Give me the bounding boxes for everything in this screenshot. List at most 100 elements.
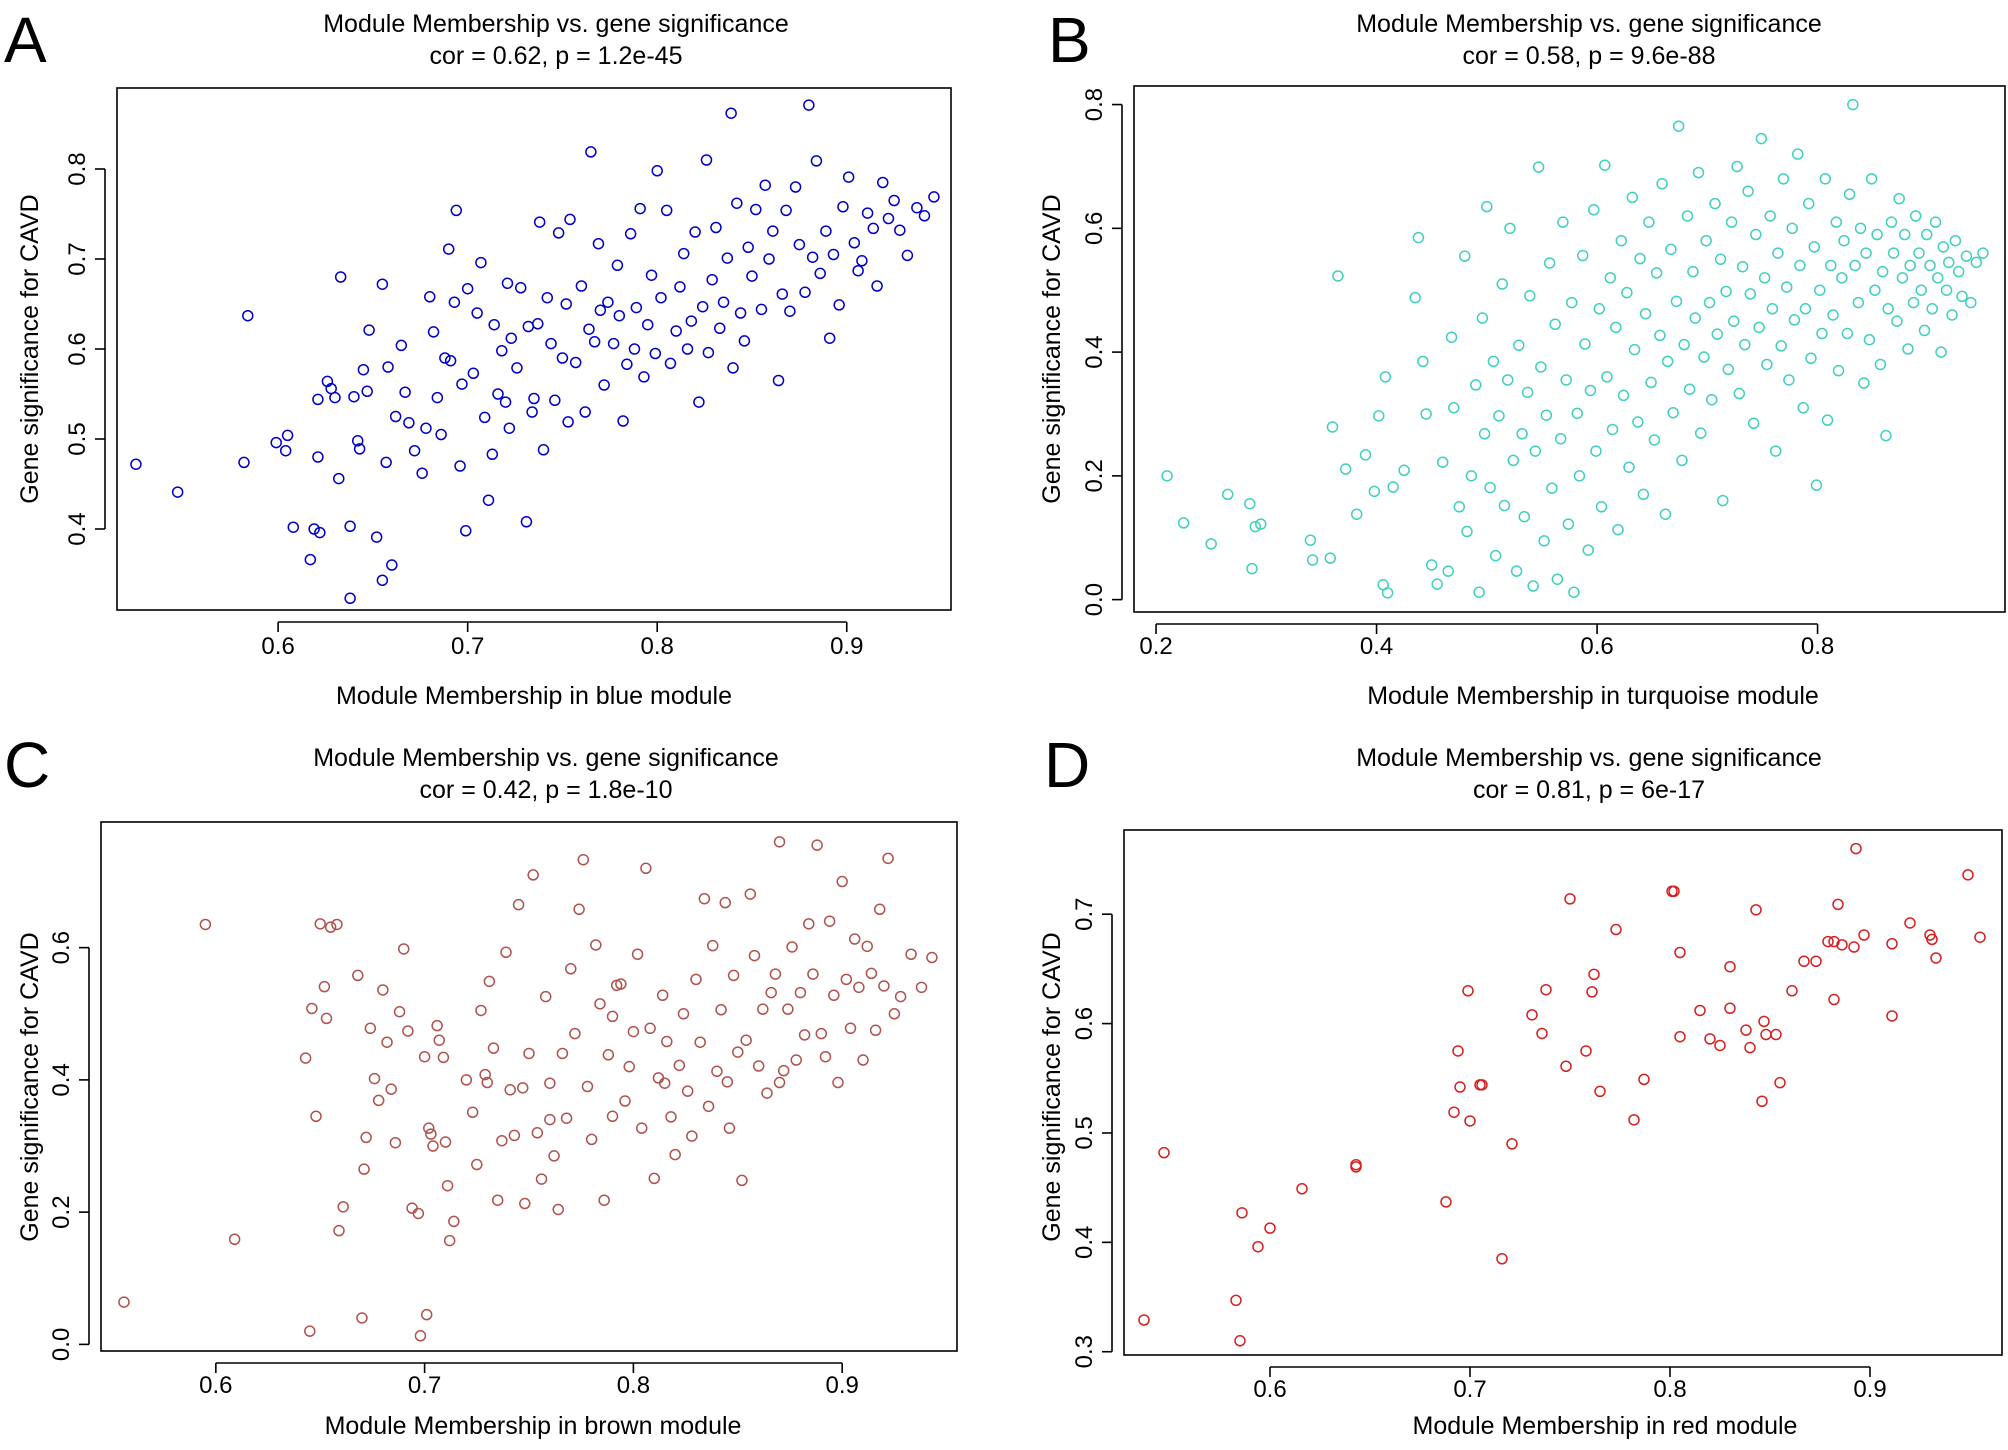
data-point: [1694, 1004, 1706, 1017]
data-point: [456, 378, 468, 390]
data-point: [1692, 166, 1705, 179]
data-point: [1871, 228, 1883, 241]
data-point: [1573, 470, 1586, 482]
points-a: [130, 99, 940, 605]
data-point: [674, 281, 686, 293]
data-point: [318, 980, 331, 993]
data-point: [1445, 331, 1458, 343]
data-point: [673, 1059, 686, 1072]
data-point: [799, 286, 811, 299]
data-point: [752, 1060, 765, 1072]
chart-title-a: Module Membership vs. gene significance: [323, 10, 789, 38]
data-point: [1786, 985, 1798, 997]
data-point: [448, 1215, 460, 1228]
data-point: [424, 291, 436, 303]
data-point: [1448, 1106, 1460, 1118]
data-point: [1518, 510, 1531, 523]
data-point: [1874, 358, 1887, 371]
data-point: [420, 1308, 433, 1321]
data-point: [1838, 234, 1850, 247]
data-point: [1586, 986, 1598, 998]
data-point: [575, 280, 588, 292]
data-point: [725, 107, 737, 119]
data-point: [721, 252, 734, 264]
data-point: [677, 247, 690, 260]
data-point: [837, 201, 849, 213]
x-tick-label: 0.4: [1360, 633, 1393, 660]
data-point: [631, 948, 644, 960]
data-point: [454, 460, 466, 472]
data-point: [1562, 518, 1575, 530]
data-point: [1764, 210, 1776, 222]
data-point: [471, 307, 483, 319]
data-point: [501, 277, 514, 290]
data-point: [1802, 197, 1815, 210]
data-point: [1705, 393, 1718, 406]
data-point: [368, 1072, 381, 1085]
data-point: [1610, 321, 1622, 334]
data-point: [312, 451, 324, 463]
data-point: [1836, 939, 1848, 951]
data-point: [1711, 328, 1723, 340]
data-point: [526, 406, 538, 418]
data-point: [1714, 1039, 1726, 1052]
data-point: [299, 1052, 312, 1064]
data-point: [1832, 364, 1845, 377]
data-point: [665, 1111, 677, 1123]
data-point: [364, 1022, 377, 1035]
data-point: [1887, 247, 1900, 259]
data-point: [1848, 941, 1860, 953]
data-point: [1177, 517, 1190, 529]
data-point: [1504, 222, 1516, 235]
data-point: [694, 1036, 706, 1048]
data-point: [1694, 427, 1707, 439]
data-point: [1709, 197, 1721, 210]
data-point: [613, 309, 626, 322]
x-axis-label-b: Module Membership in turquoise module: [1367, 682, 1819, 710]
data-point: [460, 525, 472, 537]
data-point: [569, 1027, 581, 1040]
plot-frame-c: [100, 821, 958, 1352]
data-point: [1425, 559, 1438, 571]
data-point: [1626, 191, 1639, 204]
data-point: [361, 385, 373, 398]
data-point: [377, 984, 389, 996]
data-point: [1221, 488, 1234, 501]
data-point: [790, 1054, 802, 1066]
data-point: [1304, 534, 1317, 546]
data-point: [564, 213, 576, 226]
data-point: [1731, 160, 1743, 173]
data-point: [1924, 259, 1936, 272]
plot-frame-a: [116, 87, 952, 611]
data-point: [549, 394, 561, 407]
data-point: [1777, 173, 1790, 185]
data-point: [320, 1012, 333, 1025]
data-point: [519, 1197, 531, 1210]
data-point: [1255, 518, 1267, 530]
data-point: [763, 253, 775, 265]
data-point: [848, 933, 861, 945]
data-point: [1436, 456, 1449, 468]
data-point: [535, 1173, 548, 1185]
y-tick-label: 0.8: [64, 152, 91, 185]
data-point: [669, 1148, 681, 1161]
x-axis-c: 0.6 0.7 0.8 0.9: [199, 1362, 859, 1399]
data-point: [408, 444, 421, 457]
data-point: [598, 1194, 610, 1206]
data-point: [1761, 358, 1773, 371]
data-point: [773, 1076, 786, 1089]
data-point: [1822, 935, 1834, 948]
data-point: [1473, 586, 1485, 598]
data-point: [1350, 1161, 1362, 1173]
data-point: [431, 391, 444, 404]
data-point: [1326, 421, 1339, 433]
data-point: [1476, 312, 1489, 324]
data-point: [435, 428, 447, 441]
y-axis-label-b: Gene significance for CAVD: [1038, 194, 1066, 503]
data-point: [403, 417, 415, 429]
data-point: [1554, 432, 1567, 445]
data-point: [488, 318, 500, 331]
data-point: [1791, 148, 1804, 160]
data-point: [1747, 417, 1760, 430]
data-point: [1476, 1079, 1488, 1091]
